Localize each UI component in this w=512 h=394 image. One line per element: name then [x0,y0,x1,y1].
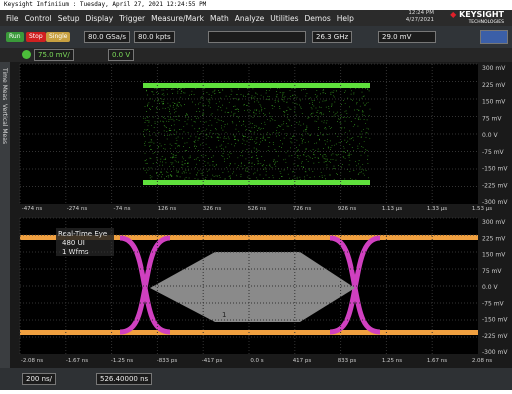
y-tick-label: 300 mV [482,65,506,72]
trigger-level[interactable]: 29.0 mV [378,31,436,43]
y-tick-label: -300 mV [482,349,508,356]
menu-item[interactable]: Help [336,13,354,23]
x-tick-label: 1.53 µs [472,206,492,212]
brand-name: KEYSIGHT [459,10,504,19]
x-tick-label: 833 ps [338,358,357,364]
timebase-bar: 200 ns/ 526.40000 ns [0,368,512,390]
side-panel: Time Meas Vertical Meas [0,62,10,368]
x-tick-label: 926 ns [338,206,357,212]
menu-item[interactable]: Display [85,13,114,23]
y-tick-label: -225 mV [482,333,508,340]
menu-item[interactable]: File [6,13,19,23]
y-tick-label: 225 mV [482,82,506,89]
x-tick-label: 326 ns [203,206,222,212]
x-tick-label: -74 ns [113,206,130,212]
channel-scale[interactable]: 75.0 mV/ [34,49,74,61]
y-tick-label: -75 mV [482,149,505,156]
side-tab[interactable]: Vertical Meas [1,104,8,145]
y-tick-label: 75 mV [482,115,502,122]
x-tick-label: -274 ns [67,206,88,212]
sample-rate[interactable]: 80.0 GSa/s [84,31,130,43]
y-tick-label: 0.0 V [482,132,498,139]
y-tick-label: 150 mV [482,252,506,259]
x-tick-label: 526 ns [248,206,267,212]
x-tick-label: 2.08 ns [472,358,492,364]
x-tick-label: 1.25 ns [382,358,402,364]
eye-top [20,235,478,240]
menu-item[interactable]: Setup [57,13,80,23]
y-tick-label: -225 mV [482,182,508,189]
single-button[interactable]: Single [46,32,71,42]
timebase-scale[interactable]: 200 ns/ [22,373,57,385]
y-tick-label: -300 mV [482,199,508,206]
clock-time: 12:24 PM [408,10,434,16]
clock-date: 4/27/2021 [405,17,434,23]
y-tick-label: 0.0 V [482,284,498,291]
menu-item[interactable]: Math [209,13,229,23]
title-bar: Keysight Infiniium : Tuesday, April 27, … [0,0,512,10]
clock: 12:24 PM 4/27/2021 [406,10,434,24]
x-tick-label: 1.33 µs [427,206,447,212]
x-tick-label: 126 ns [158,206,177,212]
x-tick-label: 417 ps [293,358,312,364]
eye-mask [150,252,355,322]
y-tick-label: -150 mV [482,166,508,173]
signal-high [143,83,370,88]
y-tick-label: 150 mV [482,99,506,106]
side-tab[interactable]: Time Meas [1,68,8,101]
menu-item[interactable]: Measure/Mark [151,13,204,23]
toolbar: Run Stop Single 80.0 GSa/s 80.0 kpts 26.… [0,26,512,48]
plot-area: 1 Real-Time Eye 480 UI 1 Wfms 300 mV 225 … [10,62,512,368]
menu-item[interactable]: Demos [304,13,331,23]
brand-sub: TECHNOLOGIES [468,20,504,25]
annotation: Real-Time Eye [58,230,107,238]
y-tick-label: 300 mV [482,219,506,226]
x-tick-label: -417 ps [202,358,223,364]
auto-button[interactable] [480,30,508,44]
menu-item[interactable]: Control [24,13,52,23]
x-tick-label: -1.67 ns [66,358,88,364]
y-tick-label: 75 mV [482,268,502,275]
waveform-preview [208,31,306,43]
channel-bar: 75.0 mV/ 0.0 V [0,48,512,62]
x-tick-label: 0.0 s [250,358,263,364]
y-tick-label: -75 mV [482,300,505,307]
x-tick-label: 1.13 µs [382,206,402,212]
y-tick-label: -150 mV [482,317,508,324]
x-tick-label: 726 ns [293,206,312,212]
menu-item[interactable]: Trigger [119,13,146,23]
mask-label: 1 [222,311,226,319]
run-button[interactable]: Run [6,32,24,42]
y-tick-label: 225 mV [482,235,506,242]
menu-bar: File Control Setup Display Trigger Measure/Ma… [0,10,512,26]
cross-left [119,235,171,335]
annotation: 1 Wfms [62,248,89,256]
channel-offset[interactable]: 0.0 V [108,49,135,61]
signal-low [143,180,370,185]
annotation: 480 UI [62,239,85,247]
cross-right [329,235,381,335]
x-tick-label: 1.67 ns [427,358,447,364]
memory-depth[interactable]: 80.0 kpts [134,31,175,43]
x-tick-label: -2.08 ns [21,358,43,364]
brand: ◆ KEYSIGHT TECHNOLOGIES [450,10,504,26]
x-tick-label: -1.25 ns [111,358,133,364]
timebase-position[interactable]: 526.40000 ns [96,373,153,385]
menu-item[interactable]: Analyze [234,13,265,23]
menu-item[interactable]: Utilities [270,13,299,23]
channel-icon [22,50,31,59]
stop-button[interactable]: Stop [26,32,46,42]
bandwidth[interactable]: 26.3 GHz [312,31,353,43]
x-tick-label: -833 ps [157,358,178,364]
x-tick-label: -474 ns [22,206,43,212]
